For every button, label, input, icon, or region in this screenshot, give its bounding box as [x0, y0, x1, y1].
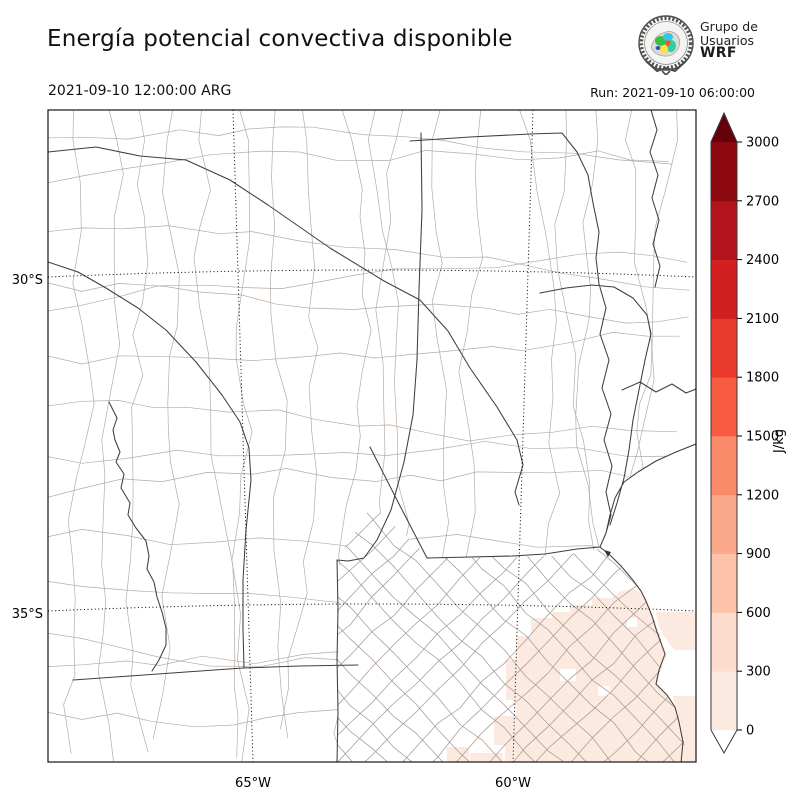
department-border-line [48, 400, 678, 442]
department-border-line [337, 615, 685, 762]
colorbar-tick-label: 3000 [746, 136, 779, 151]
valid-time-label: 2021-09-10 12:00:00 ARG [48, 83, 232, 99]
longitude-gridline-65w [232, 110, 254, 762]
department-border-line [125, 110, 149, 752]
department-border-line [337, 505, 685, 677]
department-border-line [337, 505, 685, 643]
department-border-line [337, 629, 685, 762]
colorbar-tick-label: 600 [746, 606, 771, 621]
province-borders [48, 110, 696, 762]
department-border-line [337, 505, 685, 680]
department-border-line [337, 505, 685, 622]
department-border-line [48, 332, 680, 365]
colorbar-tick-label: 900 [746, 547, 771, 562]
department-border-line [270, 110, 289, 739]
department-border-line [231, 110, 253, 762]
run-time-label: Run: 2021-09-10 06:00:00 [590, 85, 755, 100]
department-border-line [333, 110, 372, 762]
page-title: Energía potencial convectiva disponible [47, 26, 513, 52]
colorbar-tick-label: 300 [746, 665, 771, 680]
department-border-line [337, 594, 685, 762]
department-border-line [337, 505, 685, 762]
department-border-line [193, 110, 239, 758]
department-border-line [337, 574, 685, 762]
colorbar-units-label: J/kg [772, 429, 787, 454]
colorbar-over-arrow [711, 113, 737, 142]
department-border-line [48, 440, 673, 464]
colorbar: 0 300 600 900 1200 1500 1800 2100 2400 2700 3000 [710, 111, 779, 755]
department-border-line [337, 505, 685, 591]
colorbar-tick-label: 1200 [746, 488, 779, 503]
colorbar-segment [711, 436, 737, 496]
cape-shading-offshore [656, 612, 696, 762]
department-border-line [48, 251, 688, 312]
map-frame [47, 109, 697, 763]
longitude-gridline-60w [512, 110, 534, 762]
colorbar-segment [711, 259, 737, 319]
colorbar-segment [711, 612, 737, 672]
logo-text-line3: WRF [700, 45, 737, 61]
department-border-line [280, 110, 319, 730]
department-border-line [337, 678, 685, 762]
y-tick-35s: 35°S [12, 607, 43, 622]
rio-de-la-plata-sea [598, 443, 696, 762]
colorbar-under-arrow [711, 730, 737, 753]
department-border-line [63, 110, 95, 754]
department-border-line [337, 505, 685, 762]
logo-text-line2: Usuarios [700, 32, 755, 48]
latitude-gridline-30s [48, 269, 696, 278]
department-border-line [48, 126, 673, 165]
department-border-line [337, 550, 685, 762]
department-border-line [458, 110, 486, 762]
department-border-line [337, 505, 685, 762]
colorbar-segment [711, 377, 737, 437]
department-border-line [337, 505, 685, 506]
department-border-line [337, 694, 685, 762]
latitude-gridline-35s [48, 603, 696, 612]
y-tick-30s: 30°S [12, 273, 43, 288]
colorbar-segment [711, 671, 737, 731]
colorbar-tick-label: 1500 [746, 430, 779, 445]
colorbar-tick-label: 2100 [746, 312, 779, 327]
colorbar-segment [711, 200, 737, 260]
cape-shading-region [447, 588, 685, 762]
x-tick-65w: 65°W [235, 776, 271, 791]
wrf-logo: Grupo de Usuarios WRF [637, 13, 758, 75]
department-border-line [97, 110, 124, 762]
department-border-line [328, 137, 702, 505]
x-tick-60w: 60°W [495, 776, 531, 791]
parana-delta-mark [604, 550, 611, 557]
colorbar-segment [711, 318, 737, 378]
colorbar-segment [711, 553, 737, 613]
department-border-line [337, 552, 685, 762]
department-border-line [337, 505, 685, 762]
department-border-line [337, 505, 685, 762]
logo-globe-icon [638, 15, 694, 75]
department-border-line [337, 589, 685, 762]
graticule [48, 110, 696, 762]
logo-text-line1: Grupo de [700, 19, 758, 34]
department-border-line [431, 110, 451, 743]
colorbar-tick-label: 1800 [746, 371, 779, 386]
department-border-line [48, 150, 669, 184]
colorbar-tick-label: 0 [746, 724, 754, 739]
department-border-line [337, 505, 685, 762]
department-border-line [337, 505, 685, 762]
department-border-line [337, 505, 685, 745]
department-border-line [337, 648, 685, 762]
colorbar-segment [711, 494, 737, 554]
department-border-line [337, 666, 685, 762]
colorbar-tick-label: 2400 [746, 253, 779, 268]
colorbar-tick-label: 2700 [746, 194, 779, 209]
department-border-line [337, 527, 685, 762]
department-border-line [48, 225, 690, 291]
department-border-line [48, 468, 675, 499]
department-border-line [152, 110, 180, 740]
colorbar-segment [711, 142, 737, 202]
